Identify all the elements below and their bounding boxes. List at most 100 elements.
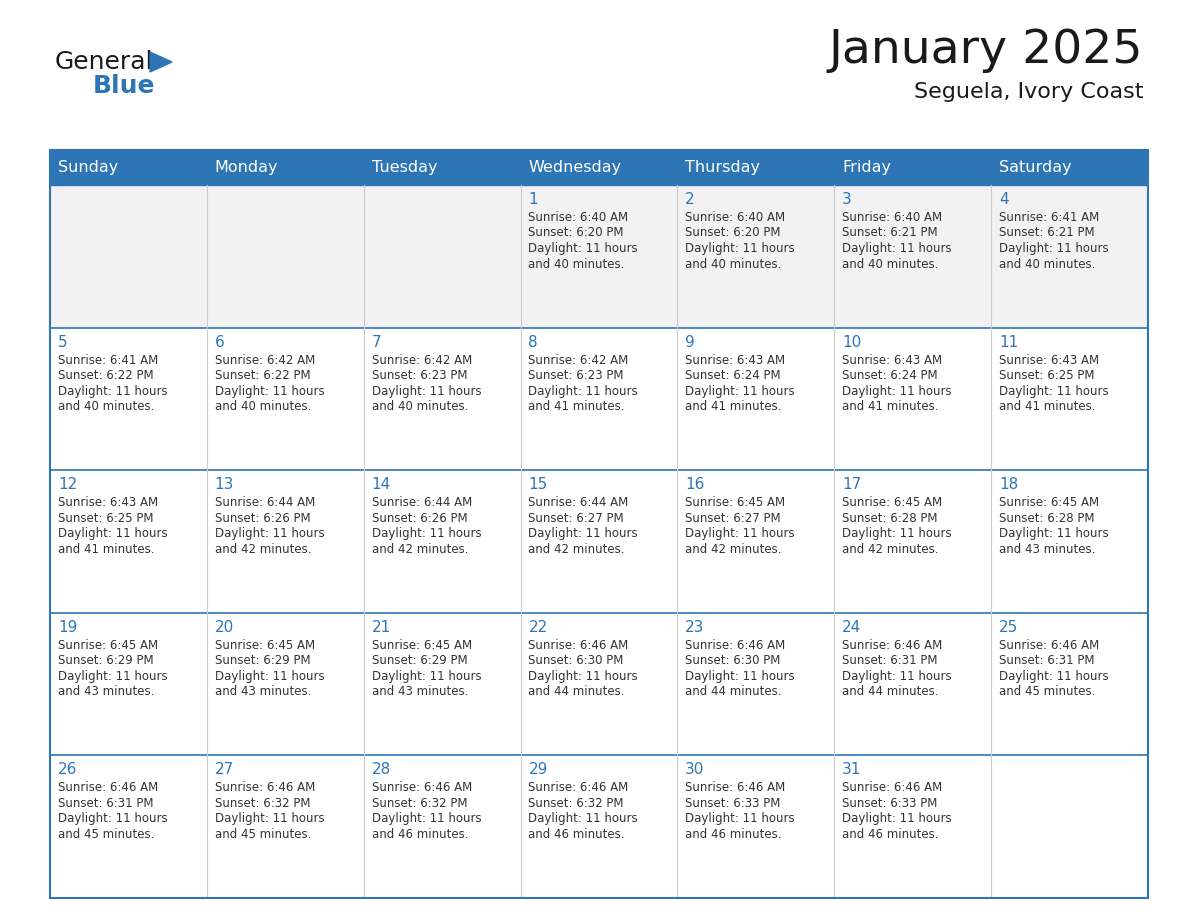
Text: Sunrise: 6:45 AM: Sunrise: 6:45 AM <box>372 639 472 652</box>
Text: Sunrise: 6:46 AM: Sunrise: 6:46 AM <box>529 639 628 652</box>
Text: and 42 minutes.: and 42 minutes. <box>529 543 625 555</box>
Text: Sunrise: 6:46 AM: Sunrise: 6:46 AM <box>842 781 942 794</box>
Text: and 40 minutes.: and 40 minutes. <box>685 258 782 271</box>
Text: 13: 13 <box>215 477 234 492</box>
Text: Sunrise: 6:45 AM: Sunrise: 6:45 AM <box>685 497 785 509</box>
Text: Sunrise: 6:40 AM: Sunrise: 6:40 AM <box>685 211 785 224</box>
Text: and 42 minutes.: and 42 minutes. <box>685 543 782 555</box>
Text: and 46 minutes.: and 46 minutes. <box>372 828 468 841</box>
Bar <box>364 613 520 756</box>
Text: Sunrise: 6:43 AM: Sunrise: 6:43 AM <box>842 353 942 366</box>
Text: and 45 minutes.: and 45 minutes. <box>215 828 311 841</box>
Text: Sunset: 6:26 PM: Sunset: 6:26 PM <box>215 511 310 525</box>
Text: and 43 minutes.: and 43 minutes. <box>999 543 1095 555</box>
Text: 5: 5 <box>58 334 68 350</box>
Text: 2: 2 <box>685 192 695 207</box>
Bar <box>677 185 834 328</box>
Text: and 41 minutes.: and 41 minutes. <box>529 400 625 413</box>
Text: Saturday: Saturday <box>999 160 1072 175</box>
Text: and 42 minutes.: and 42 minutes. <box>842 543 939 555</box>
Text: and 40 minutes.: and 40 minutes. <box>372 400 468 413</box>
Text: 21: 21 <box>372 620 391 635</box>
Text: Sunrise: 6:44 AM: Sunrise: 6:44 AM <box>215 497 315 509</box>
Bar <box>50 328 207 470</box>
Text: Daylight: 11 hours: Daylight: 11 hours <box>529 527 638 540</box>
Text: Sunset: 6:22 PM: Sunset: 6:22 PM <box>58 369 153 382</box>
Text: and 43 minutes.: and 43 minutes. <box>215 686 311 699</box>
Bar <box>207 470 364 613</box>
Text: Daylight: 11 hours: Daylight: 11 hours <box>529 242 638 255</box>
Text: Daylight: 11 hours: Daylight: 11 hours <box>685 385 795 397</box>
Text: Daylight: 11 hours: Daylight: 11 hours <box>685 242 795 255</box>
Text: Sunset: 6:20 PM: Sunset: 6:20 PM <box>685 227 781 240</box>
Bar <box>991 756 1148 898</box>
Polygon shape <box>150 52 172 72</box>
Text: 24: 24 <box>842 620 861 635</box>
Text: and 41 minutes.: and 41 minutes. <box>58 543 154 555</box>
Text: Daylight: 11 hours: Daylight: 11 hours <box>842 242 952 255</box>
Bar <box>834 756 991 898</box>
Text: Sunrise: 6:43 AM: Sunrise: 6:43 AM <box>999 353 1099 366</box>
Text: 15: 15 <box>529 477 548 492</box>
Bar <box>520 756 677 898</box>
Text: 31: 31 <box>842 763 861 778</box>
Text: Daylight: 11 hours: Daylight: 11 hours <box>529 385 638 397</box>
Text: Sunset: 6:26 PM: Sunset: 6:26 PM <box>372 511 467 525</box>
Text: Sunset: 6:29 PM: Sunset: 6:29 PM <box>372 655 467 667</box>
Text: Sunrise: 6:46 AM: Sunrise: 6:46 AM <box>999 639 1099 652</box>
Text: and 43 minutes.: and 43 minutes. <box>372 686 468 699</box>
Bar <box>364 328 520 470</box>
Text: Daylight: 11 hours: Daylight: 11 hours <box>842 812 952 825</box>
Text: Friday: Friday <box>842 160 891 175</box>
Bar <box>364 185 520 328</box>
Bar <box>677 756 834 898</box>
Text: Daylight: 11 hours: Daylight: 11 hours <box>685 670 795 683</box>
Text: Daylight: 11 hours: Daylight: 11 hours <box>58 812 168 825</box>
Text: 10: 10 <box>842 334 861 350</box>
Text: Sunrise: 6:45 AM: Sunrise: 6:45 AM <box>999 497 1099 509</box>
Bar <box>520 185 677 328</box>
Text: Sunset: 6:25 PM: Sunset: 6:25 PM <box>58 511 153 525</box>
Text: General: General <box>55 50 153 74</box>
Text: 30: 30 <box>685 763 704 778</box>
Text: Sunrise: 6:41 AM: Sunrise: 6:41 AM <box>58 353 158 366</box>
Bar <box>50 613 207 756</box>
Text: and 44 minutes.: and 44 minutes. <box>529 686 625 699</box>
Text: Daylight: 11 hours: Daylight: 11 hours <box>372 812 481 825</box>
Bar <box>207 756 364 898</box>
Text: Sunset: 6:31 PM: Sunset: 6:31 PM <box>842 655 937 667</box>
Bar <box>50 150 1148 898</box>
Bar <box>364 756 520 898</box>
Text: Daylight: 11 hours: Daylight: 11 hours <box>999 670 1108 683</box>
Text: Wednesday: Wednesday <box>529 160 621 175</box>
Text: Sunrise: 6:40 AM: Sunrise: 6:40 AM <box>842 211 942 224</box>
Text: Sunrise: 6:46 AM: Sunrise: 6:46 AM <box>842 639 942 652</box>
Text: and 40 minutes.: and 40 minutes. <box>215 400 311 413</box>
Text: Daylight: 11 hours: Daylight: 11 hours <box>372 527 481 540</box>
Text: Monday: Monday <box>215 160 278 175</box>
Text: Sunset: 6:32 PM: Sunset: 6:32 PM <box>215 797 310 810</box>
Text: 25: 25 <box>999 620 1018 635</box>
Text: 1: 1 <box>529 192 538 207</box>
Bar <box>364 470 520 613</box>
Text: Daylight: 11 hours: Daylight: 11 hours <box>58 527 168 540</box>
Text: Sunset: 6:30 PM: Sunset: 6:30 PM <box>529 655 624 667</box>
Text: and 44 minutes.: and 44 minutes. <box>842 686 939 699</box>
Text: Sunrise: 6:46 AM: Sunrise: 6:46 AM <box>372 781 472 794</box>
Bar <box>50 470 207 613</box>
Text: 6: 6 <box>215 334 225 350</box>
Bar <box>677 613 834 756</box>
Text: Sunset: 6:27 PM: Sunset: 6:27 PM <box>529 511 624 525</box>
Bar <box>50 185 207 328</box>
Text: Daylight: 11 hours: Daylight: 11 hours <box>215 812 324 825</box>
Bar <box>834 185 991 328</box>
Text: Daylight: 11 hours: Daylight: 11 hours <box>215 670 324 683</box>
Text: Sunset: 6:28 PM: Sunset: 6:28 PM <box>842 511 937 525</box>
Text: Sunset: 6:20 PM: Sunset: 6:20 PM <box>529 227 624 240</box>
Text: Sunrise: 6:45 AM: Sunrise: 6:45 AM <box>842 497 942 509</box>
Text: Daylight: 11 hours: Daylight: 11 hours <box>999 527 1108 540</box>
Text: 22: 22 <box>529 620 548 635</box>
Text: Daylight: 11 hours: Daylight: 11 hours <box>999 242 1108 255</box>
Bar <box>520 470 677 613</box>
Text: and 46 minutes.: and 46 minutes. <box>529 828 625 841</box>
